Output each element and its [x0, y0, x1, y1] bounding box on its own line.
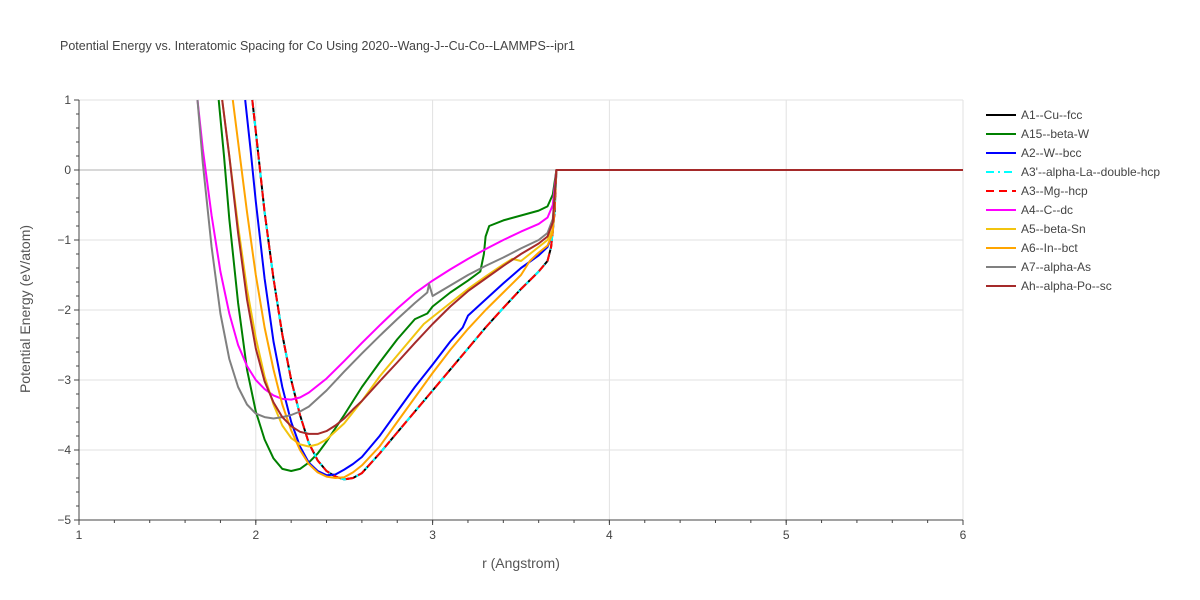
legend-item[interactable]: A6--In--bct [986, 241, 1078, 255]
series-lines [196, 99, 963, 481]
legend-label: A15--beta-W [1021, 127, 1090, 141]
x-tick-label: 6 [960, 528, 967, 542]
x-tick-label: 5 [783, 528, 790, 542]
series-line-5 [196, 99, 963, 401]
y-axis-ticks: −5 −4 −3 −2 −1 0 1 [57, 93, 79, 527]
chart-title: Potential Energy vs. Interatomic Spacing… [60, 39, 575, 53]
legend-label: A2--W--bcc [1021, 146, 1081, 160]
legend-item[interactable]: A2--W--bcc [986, 146, 1081, 160]
legend-item[interactable]: Ah--alpha-Po--sc [986, 279, 1112, 293]
y-tick-label: −1 [57, 233, 71, 247]
legend-label: A3'--alpha-La--double-hcp [1021, 165, 1160, 179]
gridlines [79, 99, 964, 520]
legend[interactable]: A1--Cu--fcc A15--beta-W A2--W--bcc A3'--alp… [986, 108, 1160, 293]
legend-item[interactable]: A1--Cu--fcc [986, 108, 1082, 122]
legend-item[interactable]: A15--beta-W [986, 127, 1090, 141]
legend-label: A5--beta-Sn [1021, 222, 1086, 236]
legend-item[interactable]: A7--alpha-As [986, 260, 1091, 274]
legend-item[interactable]: A3'--alpha-La--double-hcp [986, 165, 1160, 179]
legend-item[interactable]: A4--C--dc [986, 203, 1073, 217]
x-tick-label: 2 [252, 528, 259, 542]
y-tick-label: 0 [64, 163, 71, 177]
series-line-9 [221, 99, 963, 435]
series-line-1 [217, 99, 963, 472]
legend-label: A4--C--dc [1021, 203, 1073, 217]
x-tick-label: 3 [429, 528, 436, 542]
y-tick-label: 1 [64, 93, 71, 107]
y-tick-label: −4 [57, 443, 71, 457]
legend-item[interactable]: A3--Mg--hcp [986, 184, 1088, 198]
legend-label: A3--Mg--hcp [1021, 184, 1088, 198]
legend-label: A1--Cu--fcc [1021, 108, 1082, 122]
legend-label: A7--alpha-As [1021, 260, 1091, 274]
y-tick-label: −2 [57, 303, 71, 317]
series-line-7 [231, 99, 963, 479]
x-axis-title: r (Angstrom) [482, 555, 560, 571]
series-line-3 [251, 99, 963, 481]
legend-item[interactable]: A5--beta-Sn [986, 222, 1086, 236]
y-axis-title: Potential Energy (eV/atom) [17, 225, 33, 393]
x-tick-label: 4 [606, 528, 613, 542]
y-tick-label: −5 [57, 513, 71, 527]
x-axis-ticks: 1 2 3 4 5 6 [76, 520, 967, 542]
series-line-4 [251, 99, 963, 481]
series-line-0 [251, 99, 963, 481]
legend-label: A6--In--bct [1021, 241, 1078, 255]
series-line-2 [244, 99, 963, 477]
legend-label: Ah--alpha-Po--sc [1021, 279, 1112, 293]
series-line-8 [196, 99, 963, 420]
series-line-6 [221, 99, 963, 448]
y-tick-label: −3 [57, 373, 71, 387]
x-tick-label: 1 [76, 528, 83, 542]
